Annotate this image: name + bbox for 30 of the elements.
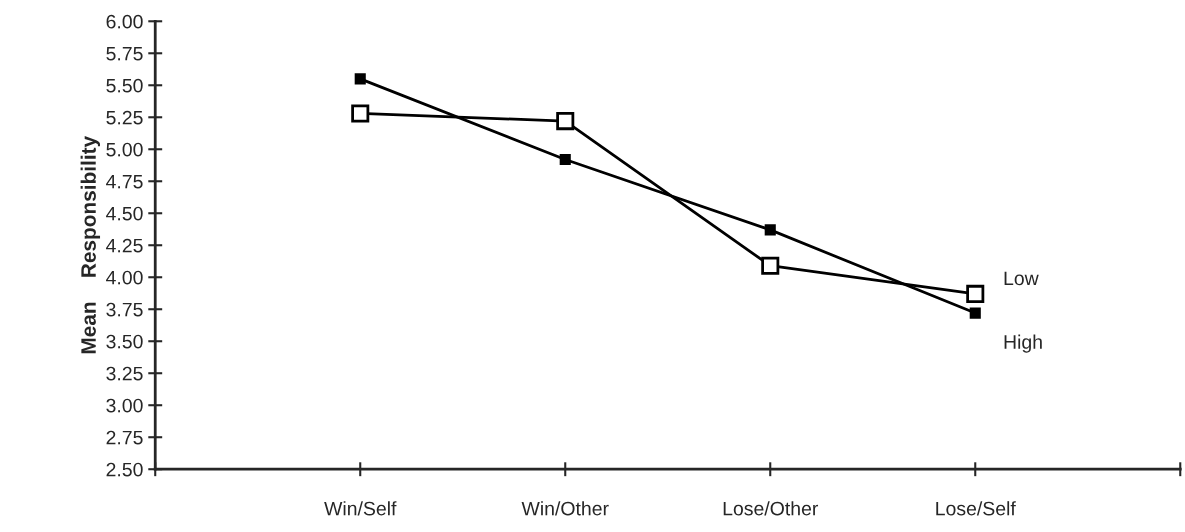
- point: [354, 73, 366, 85]
- y-tick-label: 3.00: [106, 398, 143, 413]
- series-label: High: [1004, 334, 1042, 353]
- y-axis-title: Mean Responsibility: [80, 135, 101, 354]
- x-tick-label: Lose/Other: [723, 501, 819, 516]
- x-tick-label: Win/Other: [521, 501, 609, 516]
- point: [966, 284, 985, 303]
- y-tick-label: 3.25: [106, 366, 143, 381]
- y-tick-label: 2.75: [106, 430, 143, 445]
- point: [559, 153, 571, 166]
- y-tick-label: 6.00: [106, 14, 143, 29]
- point: [556, 112, 575, 131]
- y-tick-label: 4.75: [106, 174, 143, 189]
- y-tick-label: 4.00: [106, 270, 143, 285]
- x-tick-label: Win/Self: [324, 501, 397, 516]
- y-tick-label: 3.50: [106, 334, 143, 349]
- y-tick-label: 4.50: [106, 206, 143, 221]
- x-tick-label: Lose/Self: [936, 501, 1016, 516]
- point: [761, 256, 780, 275]
- y-tick-label: 2.50: [106, 462, 143, 477]
- series-label: Low: [1004, 271, 1039, 286]
- y-tick-label: 3.75: [106, 302, 143, 317]
- y-tick-label: 5.00: [106, 142, 143, 157]
- point: [969, 307, 981, 319]
- y-tick-label: 4.25: [106, 238, 143, 253]
- y-tick-label: 5.75: [106, 46, 143, 61]
- y-tick-label: 5.25: [106, 110, 143, 125]
- point: [764, 224, 776, 236]
- y-tick-label: 5.50: [106, 78, 143, 93]
- point: [351, 104, 370, 123]
